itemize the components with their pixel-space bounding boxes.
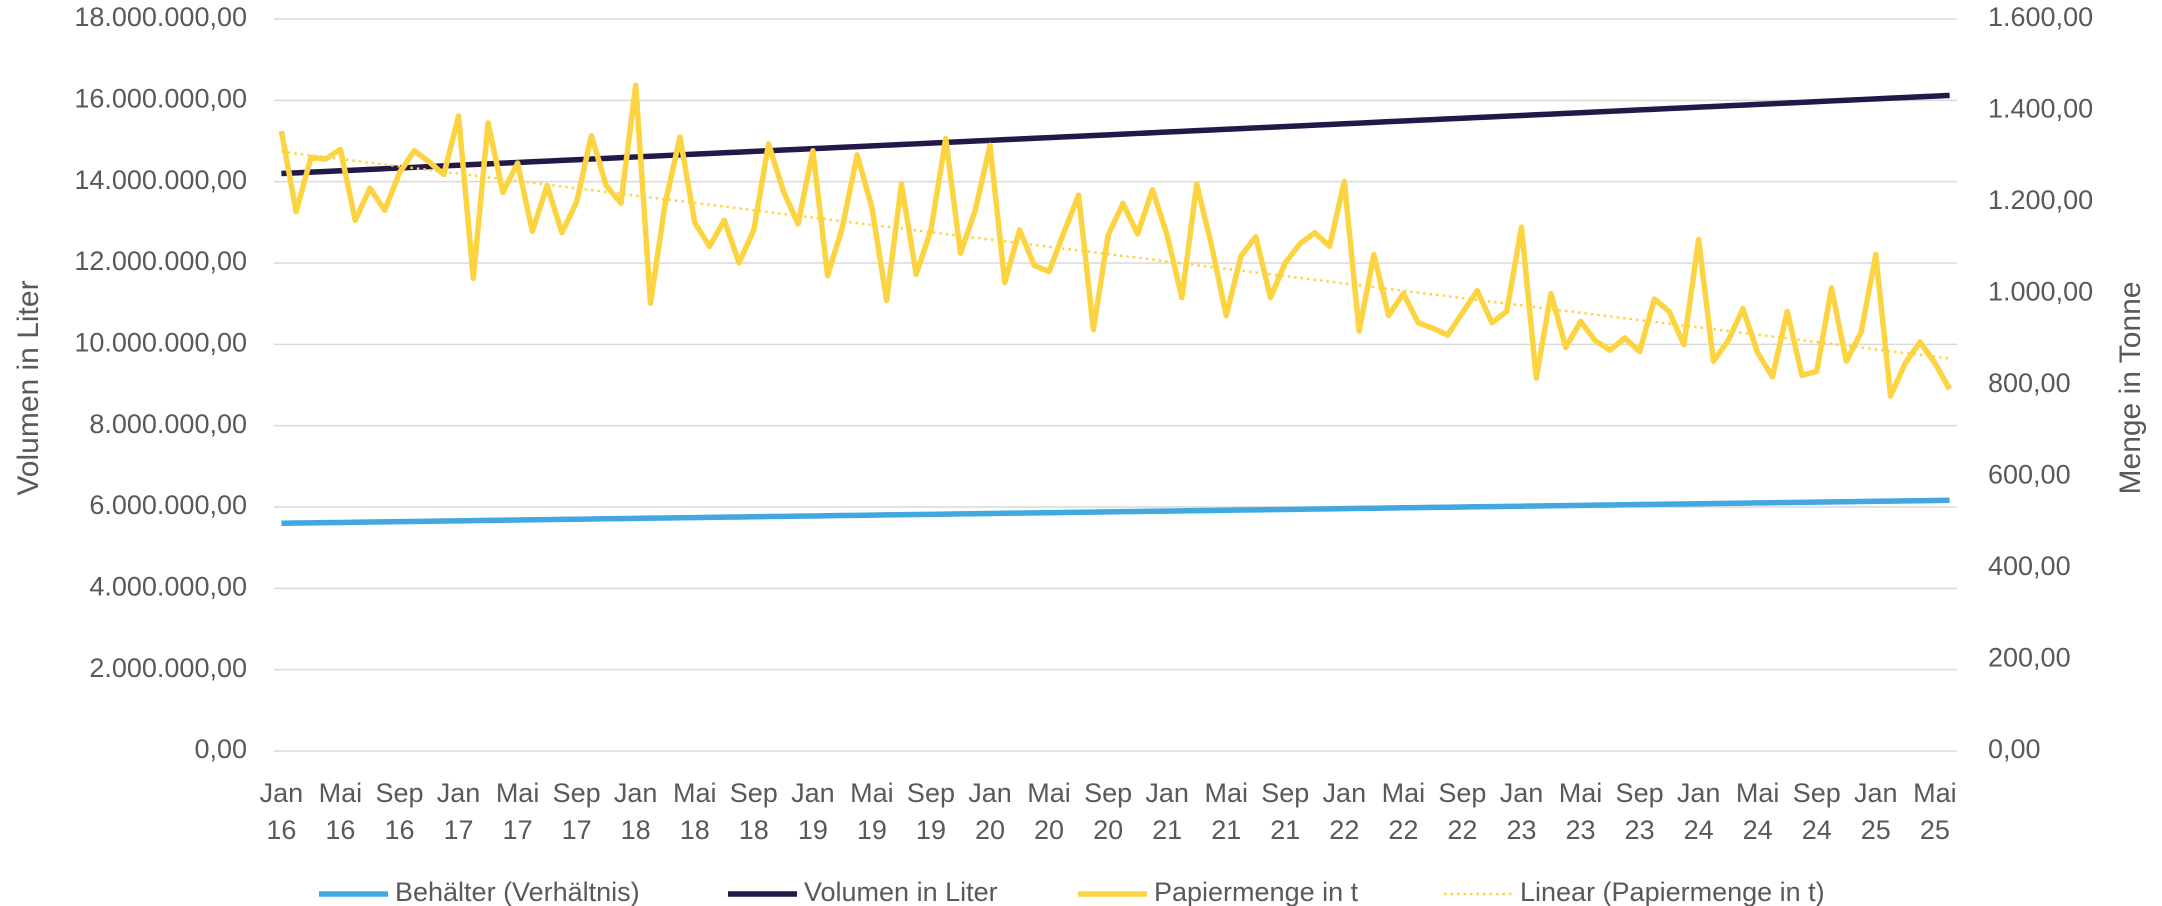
y2-tick-label: 400,00 bbox=[1988, 551, 2071, 581]
x-tick-label: Jan 24 bbox=[1676, 778, 1721, 845]
x-tick-label: Sep 18 bbox=[729, 778, 778, 845]
series-line bbox=[281, 497, 1950, 527]
x-tick-label: Sep 24 bbox=[1792, 778, 1841, 845]
series-line bbox=[281, 150, 1950, 360]
x-tick-label: Mai 25 bbox=[1913, 778, 1957, 845]
y2-tick-label: 1.400,00 bbox=[1988, 94, 2093, 124]
x-tick-label: Sep 16 bbox=[375, 778, 424, 845]
y-tick-label: 10.000.000,00 bbox=[74, 327, 247, 357]
series-line bbox=[278, 82, 1953, 399]
x-tick-label: Sep 19 bbox=[906, 778, 955, 845]
x-tick-label: Jan 21 bbox=[1145, 778, 1189, 845]
legend-label: Papiermenge in t bbox=[1154, 877, 1359, 906]
legend-label: Behälter (Verhältnis) bbox=[395, 877, 640, 906]
y2-tick-label: 1.200,00 bbox=[1988, 185, 2093, 215]
x-tick-label: Jan 25 bbox=[1854, 778, 1898, 845]
x-tick-label: Jan 20 bbox=[968, 778, 1012, 845]
y2-tick-label: 1.600,00 bbox=[1988, 2, 2093, 32]
y-tick-label: 16.000.000,00 bbox=[74, 83, 247, 113]
y2-tick-label: 200,00 bbox=[1988, 643, 2071, 673]
y-tick-label: 4.000.000,00 bbox=[89, 571, 247, 601]
x-tick-label: Jan 16 bbox=[259, 778, 304, 845]
x-tick-label: Sep 23 bbox=[1615, 778, 1664, 845]
x-tick-label: Mai 21 bbox=[1204, 778, 1248, 845]
y-tick-label: 6.000.000,00 bbox=[89, 490, 247, 520]
x-tick-label: Jan 23 bbox=[1499, 778, 1544, 845]
x-tick-label: Sep 20 bbox=[1084, 778, 1133, 845]
x-tick-label: Jan 17 bbox=[436, 778, 481, 845]
x-tick-label: Mai 22 bbox=[1381, 778, 1426, 845]
y-tick-label: 8.000.000,00 bbox=[89, 409, 247, 439]
x-tick-label: Mai 17 bbox=[495, 778, 540, 845]
x-tick-label: Mai 24 bbox=[1735, 778, 1780, 845]
x-tick-label: Jan 22 bbox=[1322, 778, 1367, 845]
x-tick-label: Jan 18 bbox=[613, 778, 658, 845]
x-tick-label: Sep 21 bbox=[1261, 778, 1310, 845]
x-tick-label: Mai 19 bbox=[850, 778, 894, 845]
y2-tick-label: 600,00 bbox=[1988, 460, 2071, 490]
y2-tick-label: 800,00 bbox=[1988, 368, 2071, 398]
y-tick-label: 12.000.000,00 bbox=[74, 246, 247, 276]
x-tick-label: Jan 19 bbox=[791, 778, 835, 845]
y-axis-title: Volumen in Liter bbox=[12, 280, 45, 495]
series-line bbox=[281, 92, 1950, 177]
x-tick-label: Mai 20 bbox=[1027, 778, 1071, 845]
legend-label: Linear (Papiermenge in t) bbox=[1520, 877, 1825, 906]
y2-tick-label: 0,00 bbox=[1988, 734, 2041, 764]
y-tick-label: 18.000.000,00 bbox=[74, 2, 247, 32]
x-tick-label: Mai 16 bbox=[318, 778, 363, 845]
x-tick-label: Mai 23 bbox=[1558, 778, 1603, 845]
x-tick-label: Sep 17 bbox=[552, 778, 601, 845]
y-tick-label: 14.000.000,00 bbox=[74, 165, 247, 195]
y-tick-label: 0,00 bbox=[194, 734, 247, 764]
y-tick-label: 2.000.000,00 bbox=[89, 653, 247, 683]
x-tick-label: Sep 22 bbox=[1438, 778, 1487, 845]
y2-axis-title: Menge in Tonne bbox=[2114, 282, 2147, 495]
y2-tick-label: 1.000,00 bbox=[1988, 277, 2093, 307]
x-tick-label: Mai 18 bbox=[672, 778, 717, 845]
legend-label: Volumen in Liter bbox=[804, 877, 998, 906]
